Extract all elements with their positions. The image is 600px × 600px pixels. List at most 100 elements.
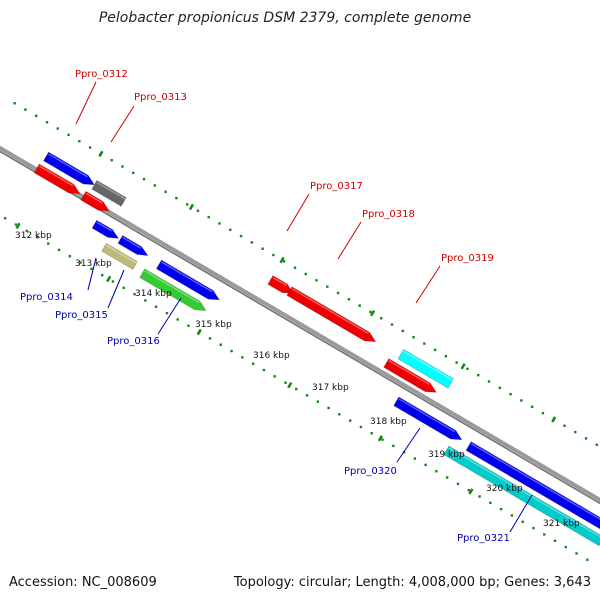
reverse-tick-track-dot xyxy=(36,236,39,239)
forward-tick-track-dot xyxy=(412,336,415,339)
gene-label-ppro_0317[interactable]: Ppro_0317 xyxy=(310,181,363,192)
reverse-tick-track-dot xyxy=(435,470,438,473)
reverse-tick-track-major-tick xyxy=(287,381,293,389)
gene-leader-line xyxy=(509,494,533,533)
forward-tick-track-dot xyxy=(433,348,437,352)
forward-tick-track-dot xyxy=(369,310,372,314)
gene-label-ppro_0315[interactable]: Ppro_0315 xyxy=(55,310,108,321)
forward-tick-track-major-tick xyxy=(279,256,285,264)
forward-tick-track-dot xyxy=(304,272,307,276)
kbp-label: 319 kbp xyxy=(428,450,465,460)
forward-tick-track-dot xyxy=(229,228,232,231)
forward-tick-track-dot xyxy=(272,253,275,257)
forward-tick-track-dot xyxy=(261,247,264,250)
forward-tick-track-dot xyxy=(574,430,577,434)
reverse-tick-track-dot xyxy=(413,457,417,460)
map-title: Pelobacter propionicus DSM 2379, complet… xyxy=(99,10,471,26)
reverse-tick-track-dot xyxy=(133,292,136,296)
feature-gray-1-highlight xyxy=(96,181,126,200)
reverse-tick-track-major-tick xyxy=(196,328,202,336)
reverse-tick-track-dot xyxy=(543,533,546,536)
kbp-label: 316 kbp xyxy=(253,351,290,361)
forward-tick-track-dot xyxy=(293,266,297,269)
forward-tick-track-dot xyxy=(347,298,351,301)
gene-label-ppro_0313[interactable]: Ppro_0313 xyxy=(134,92,187,103)
reverse-tick-track-dot xyxy=(187,324,190,327)
reverse-tick-track-dot xyxy=(230,349,233,353)
forward-tick-track-dot xyxy=(498,386,502,390)
feature-blue-4 xyxy=(155,259,221,301)
reverse-tick-track-dot xyxy=(586,558,589,561)
feature-gray-1 xyxy=(91,179,127,207)
forward-tick-track-dot xyxy=(595,443,599,446)
reverse-tick-track-dot xyxy=(122,286,125,290)
forward-tick-track-dot xyxy=(239,234,243,238)
reverse-tick-track-dot xyxy=(241,356,244,359)
forward-tick-track-dot xyxy=(207,215,210,219)
kbp-label: 314 kbp xyxy=(135,289,172,299)
gene-label-ppro_0314[interactable]: Ppro_0314 xyxy=(20,292,73,303)
feature-blue-2 xyxy=(91,219,120,239)
topology-summary: Topology: circular; Length: 4,008,000 bp… xyxy=(233,575,591,590)
gene-features xyxy=(33,151,600,547)
accession-text: Accession: NC_008609 xyxy=(9,575,157,590)
gene-leader-line xyxy=(110,105,135,143)
gene-leader-line xyxy=(157,297,182,335)
gene-label-ppro_0312[interactable]: Ppro_0312 xyxy=(75,69,128,80)
feature-blue-4-highlight xyxy=(161,261,213,293)
forward-tick-track-dot xyxy=(315,279,318,282)
feature-blue-2-highlight xyxy=(96,221,112,232)
feature-blue-5-highlight xyxy=(398,398,456,433)
kbp-labels: 312 kbp 313 kbp 314 kbp 315 kbp 316 kbp 317 k… xyxy=(15,231,580,529)
reverse-tick-track-dot xyxy=(176,318,179,321)
forward-tick-track-dot xyxy=(78,140,81,143)
reverse-tick-track-dot xyxy=(273,375,276,378)
forward-tick-track-dot xyxy=(401,329,404,333)
forward-tick-track-major-tick xyxy=(369,309,376,317)
forward-tick-track-dot xyxy=(390,323,394,326)
forward-tick-track-dot xyxy=(584,437,588,440)
kbp-label: 317 kbp xyxy=(312,383,349,393)
forward-tick-track-major-tick xyxy=(460,363,466,370)
feature-blue-1 xyxy=(42,151,96,186)
forward-tick-track-major-tick xyxy=(551,416,557,423)
forward-tick-track-dot xyxy=(185,203,189,206)
gene-label-ppro_0319[interactable]: Ppro_0319 xyxy=(441,253,494,264)
gene-leader-line xyxy=(87,257,97,291)
reverse-tick-track-dot xyxy=(208,337,212,340)
reverse-tick-track-dot xyxy=(510,514,514,517)
reverse-tick-track-dot xyxy=(424,463,427,467)
reverse-tick-track-dot xyxy=(316,400,320,403)
gene-label-ppro_0321[interactable]: Ppro_0321 xyxy=(457,533,510,544)
forward-tick-track-dot xyxy=(218,222,221,225)
gene-label-ppro_0320[interactable]: Ppro_0320 xyxy=(344,466,397,477)
reverse-tick-track-dot xyxy=(467,488,470,492)
forward-tick-track-dot xyxy=(509,392,512,396)
feature-khaki-1 xyxy=(101,242,138,270)
reverse-tick-track-dot xyxy=(219,343,222,346)
reverse-tick-track-dot xyxy=(456,482,460,486)
reverse-tick-track-dot xyxy=(305,394,309,397)
feature-red-1 xyxy=(33,163,81,195)
reverse-tick-track-dot xyxy=(295,387,298,391)
forward-tick-track-dot xyxy=(35,114,38,118)
reverse-tick-track-dot xyxy=(348,419,352,422)
forward-tick-track-dot xyxy=(121,165,124,168)
reverse-tick-track-dot xyxy=(262,368,266,372)
gene-leader-line xyxy=(396,427,421,463)
feature-red-3-highlight xyxy=(272,276,288,287)
reverse-tick-track-dot xyxy=(381,438,384,441)
reverse-tick-track-dot xyxy=(165,311,169,315)
reverse-tick-track-dot xyxy=(284,381,287,384)
gene-label-ppro_0316[interactable]: Ppro_0316 xyxy=(107,336,160,347)
feature-red-4-highlight xyxy=(291,287,370,335)
forward-tick-track-dot xyxy=(110,158,113,162)
forward-tick-track-dot xyxy=(444,355,448,358)
reverse-tick-track-dot xyxy=(575,552,578,555)
feature-red-1-highlight xyxy=(38,165,74,187)
reverse-tick-track-dot xyxy=(489,501,492,505)
gene-label-ppro_0318[interactable]: Ppro_0318 xyxy=(362,209,415,220)
reverse-tick-track-dot xyxy=(111,280,115,283)
reverse-tick-track-dot xyxy=(327,406,330,410)
forward-tick-track-dot xyxy=(487,380,491,383)
